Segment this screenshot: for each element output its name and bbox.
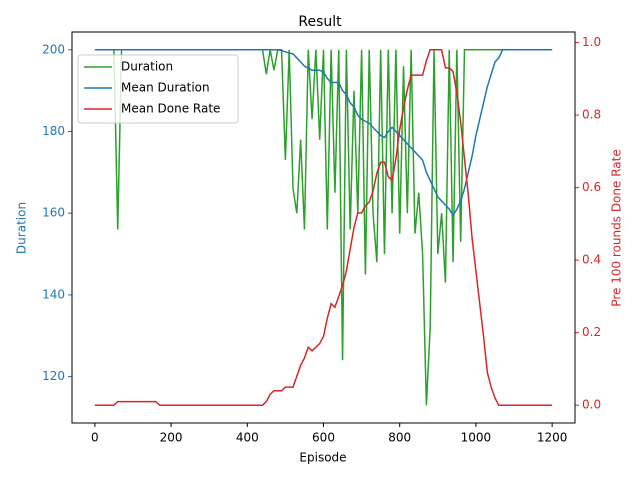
x-tick-label: 800 (388, 431, 411, 445)
x-axis-label: Episode (299, 451, 346, 465)
y2-tick-label: 0.4 (582, 253, 601, 267)
legend-label: Mean Done Rate (121, 102, 220, 116)
y-tick-label: 180 (42, 124, 65, 138)
legend-box (77, 54, 239, 124)
series-line (94, 49, 553, 406)
x-tick-label: 1000 (461, 431, 492, 445)
x-tick-label: 600 (312, 431, 335, 445)
x-tick-label: 1200 (537, 431, 568, 445)
x-tick-label: 400 (236, 431, 259, 445)
y-tick-label: 200 (42, 42, 65, 56)
y2-tick-label: 0.6 (582, 180, 601, 194)
series-line (94, 49, 553, 217)
y2-tick-label: 0.8 (582, 108, 601, 122)
axes-frame (71, 31, 576, 424)
legend-label: Mean Duration (121, 81, 210, 95)
y2-tick-label: 0.2 (582, 325, 601, 339)
y-tick-label: 140 (42, 287, 65, 301)
y2-tick-label: 1.0 (582, 35, 601, 49)
chart-title: Result (298, 14, 342, 30)
y-axis-label: Duration (15, 202, 29, 254)
y2-axis-label: Pre 100 rounds Done Rate (610, 149, 624, 306)
x-tick-label: 0 (91, 431, 99, 445)
y-tick-label: 160 (42, 206, 65, 220)
legend-label: Duration (121, 60, 173, 74)
y-tick-label: 120 (42, 369, 65, 383)
x-tick-label: 200 (160, 431, 183, 445)
y2-tick-label: 0.0 (582, 398, 601, 412)
